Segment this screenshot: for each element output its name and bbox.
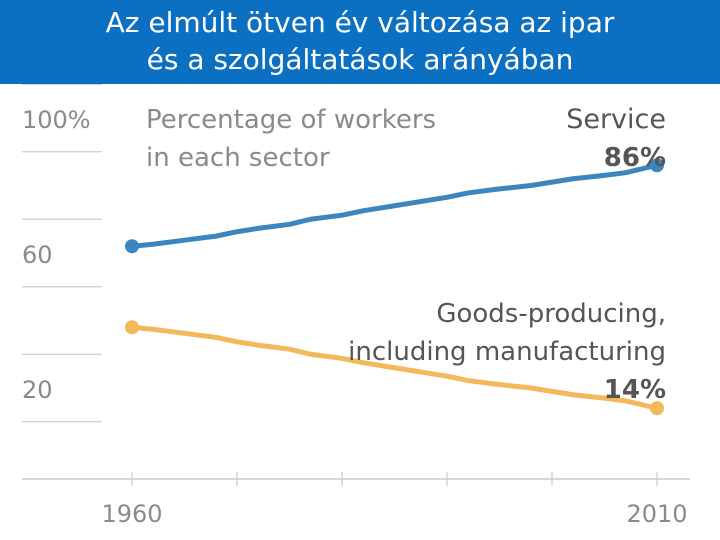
x-tick-label: 2010 [626,500,687,528]
series-line-service [129,162,660,249]
page-title: Az elmúlt ötven év változása az ipar és … [105,6,615,76]
x-tick-label: 1960 [101,500,162,528]
series-value-goods: 14% [604,375,666,405]
line-chart: 100% 60 20 1960 2010 Percentage of workers in … [22,84,690,528]
series-start-point [125,320,139,335]
y-tick-label: 20 [22,376,53,404]
series-start-point [125,239,139,254]
y-tick-label: 100% [22,106,91,134]
series-end-point [650,401,664,416]
chart-title-line: in each sector [146,143,330,173]
header-bar: Az elmúlt ötven év változása az ipar és … [0,0,720,84]
series-line-goods [129,324,660,411]
series-label-goods-line2: including manufacturing [348,337,666,367]
series-label-service: Service [566,104,666,135]
series-end-point [650,158,664,173]
series-value-service: 86% [604,143,666,173]
y-tick-label: 60 [22,241,53,269]
series-label-goods-line1: Goods-producing, [436,299,666,329]
chart-title-line: Percentage of workers [146,105,436,135]
